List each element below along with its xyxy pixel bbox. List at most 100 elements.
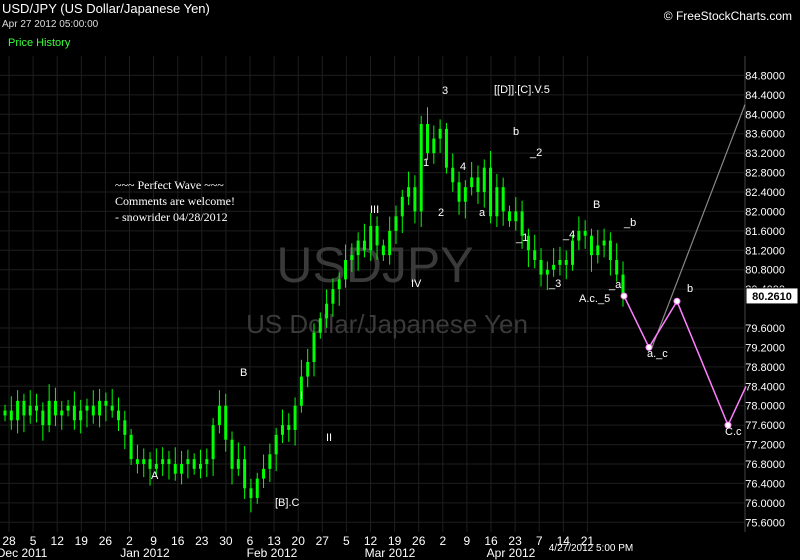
trend-line: [651, 104, 746, 348]
candle-body: [507, 211, 511, 222]
candle-body: [16, 400, 20, 421]
candle-body: [444, 128, 448, 168]
wave-label: a: [479, 207, 486, 219]
wave-label: b: [687, 283, 693, 295]
projection-point: [620, 292, 628, 300]
wave-label: _4: [562, 229, 575, 241]
x-tick-label: 26: [412, 534, 426, 548]
x-tick-label: 16: [484, 534, 498, 548]
x-tick-label: 6: [247, 534, 254, 548]
candle-body: [413, 187, 417, 212]
projection-point: [673, 297, 681, 305]
chart-date: Apr 27 2012 05:00:00: [2, 19, 99, 30]
candle-body: [230, 439, 234, 469]
wave-label: b: [513, 126, 519, 138]
y-tick-label: 81.6000: [745, 226, 785, 238]
candle-body: [117, 410, 121, 421]
candle-body: [331, 289, 335, 304]
chart-header: USD/JPY (US Dollar/Japanese Yen) Apr 27 …: [0, 0, 800, 56]
x-tick-label: 12: [51, 534, 65, 548]
candle-body: [98, 400, 102, 416]
x-month-label: Jan 2012: [120, 546, 170, 560]
candle-body: [186, 459, 190, 464]
wave-label: IV: [411, 278, 422, 290]
x-month-label: Mar 2012: [365, 546, 416, 560]
y-tick-label: 82.8000: [745, 168, 785, 180]
x-month-label: Apr 2012: [487, 546, 536, 560]
y-tick-label: 82.0000: [745, 206, 785, 218]
candle-body: [495, 187, 499, 217]
candle-body: [621, 274, 625, 296]
x-tick-label: 16: [171, 534, 185, 548]
candle-body: [224, 405, 228, 440]
x-tick-label: 9: [150, 534, 157, 548]
candle-body: [72, 405, 76, 421]
candle-body: [501, 187, 505, 212]
candle-body: [394, 216, 398, 231]
candle-body: [41, 410, 45, 426]
x-tick-label: 12: [364, 534, 378, 548]
y-tick-label: 76.4000: [745, 478, 785, 490]
brand-label: © FreeStockCharts.com: [663, 9, 792, 23]
candle-body: [129, 434, 133, 460]
watermark-symbol: USDJPY: [276, 237, 473, 293]
price-history-link[interactable]: Price History: [8, 37, 71, 49]
x-tick-label: 19: [75, 534, 89, 548]
projection-point: [724, 421, 732, 429]
candle-body: [539, 260, 543, 275]
candle-body: [167, 459, 171, 464]
annotation-note: - snowrider 04/28/2012: [115, 210, 228, 224]
candle-body: [558, 260, 562, 265]
wave-label: [[D]].[C].V.5: [494, 84, 550, 96]
x-month-label: Dec 2011: [0, 546, 48, 560]
candle-body: [123, 420, 127, 435]
wave-label: [B].C: [275, 497, 300, 509]
wave-label: _2: [529, 147, 542, 159]
wave-label: a._c: [647, 348, 668, 360]
wave-label: _b: [623, 217, 636, 229]
candle-body: [577, 230, 581, 241]
candle-body: [388, 230, 392, 256]
x-tick-label: 2: [439, 534, 446, 548]
y-tick-label: 83.2000: [745, 148, 785, 160]
y-tick-label: 76.0000: [745, 498, 785, 510]
annotation-note: ~~~ Perfect Wave ~~~: [115, 178, 224, 192]
candle-body: [337, 279, 341, 290]
y-tick-label: 77.2000: [745, 440, 785, 452]
y-tick-label: 78.0000: [745, 401, 785, 413]
candle-body: [571, 240, 575, 265]
wave-label: I: [300, 390, 303, 402]
y-tick-label: 84.0000: [745, 109, 785, 121]
chart-title: USD/JPY (US Dollar/Japanese Yen): [2, 1, 210, 16]
candle-body: [53, 400, 57, 416]
candle-body: [28, 405, 32, 416]
candle-body: [217, 405, 221, 426]
candle-body: [306, 362, 310, 377]
candle-body: [110, 405, 114, 411]
candle-body: [35, 405, 39, 411]
candle-body: [362, 240, 366, 251]
wave-label: 3: [442, 85, 448, 97]
candle-body: [533, 250, 537, 260]
candle-body: [299, 376, 303, 406]
candle-body: [432, 138, 436, 154]
candle-body: [154, 464, 158, 469]
candle-body: [583, 230, 587, 236]
timestamp-label: 4/27/2012 5:00 PM: [549, 543, 634, 554]
candle-body: [470, 177, 474, 188]
y-tick-label: 81.2000: [745, 245, 785, 257]
candle-body: [293, 405, 297, 430]
candle-body: [262, 468, 266, 479]
y-tick-label: 84.4000: [745, 90, 785, 102]
candle-body: [255, 478, 259, 498]
candle-body: [608, 240, 612, 260]
x-tick-label: 23: [195, 534, 209, 548]
wave-label: 4: [460, 161, 466, 173]
candle-body: [79, 410, 83, 421]
candle-body: [552, 264, 556, 270]
wave-label: C.c: [725, 426, 742, 438]
candle-body: [438, 128, 442, 139]
x-tick-label: 9: [464, 534, 471, 548]
candle-body: [268, 454, 272, 469]
x-tick-label: 26: [99, 534, 113, 548]
